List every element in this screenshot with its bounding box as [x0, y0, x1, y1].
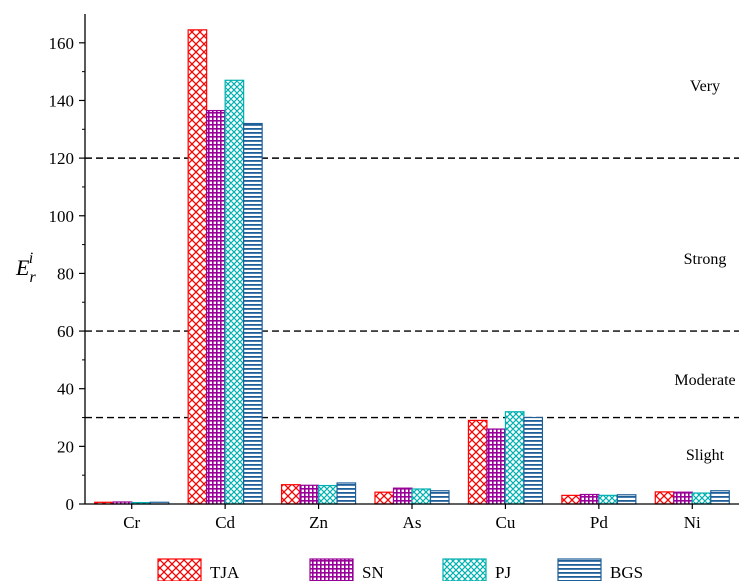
- legend-label-bgs: BGS: [610, 563, 643, 581]
- legend-label-sn: SN: [362, 563, 384, 581]
- bar-sn-pd: [579, 493, 600, 505]
- bar-bgs-cd: [243, 122, 263, 505]
- bar-bgs-ni: [710, 490, 730, 505]
- bar-tja-cu: [467, 419, 488, 505]
- x-tick-label-pd: Pd: [590, 513, 608, 532]
- x-tick-label-cu: Cu: [496, 513, 516, 532]
- y-tick-label: 0: [66, 495, 75, 514]
- y-axis-title-main: E: [15, 255, 30, 280]
- y-axis-title-sup: i: [29, 250, 33, 267]
- bar-tja-ni: [654, 491, 675, 505]
- legend-swatch-pj: [442, 558, 487, 581]
- y-axis-title-sub: r: [29, 269, 36, 286]
- bar-pj-cu: [504, 411, 525, 505]
- y-tick-label: 160: [49, 34, 75, 53]
- x-tick-label-cr: Cr: [123, 513, 140, 532]
- y-tick-label: 60: [57, 322, 74, 341]
- bar-sn-cu: [486, 428, 507, 505]
- bar-sn-cd: [206, 109, 226, 505]
- bar-pj-zn: [317, 484, 338, 505]
- axes: [84, 14, 739, 505]
- y-tick-label: 40: [57, 380, 74, 399]
- bar-bgs-zn: [336, 482, 357, 505]
- x-tick-label-cd: Cd: [215, 513, 235, 532]
- y-tick-label: 20: [57, 437, 74, 456]
- y-axis-title: Eri: [15, 250, 36, 286]
- threshold-lines: [85, 157, 739, 419]
- legend: TJA SN PJ BGS: [157, 558, 643, 581]
- x-tick-label-ni: Ni: [684, 513, 701, 532]
- bar-tja-pd: [561, 494, 581, 505]
- bar-pj-cd: [224, 79, 245, 505]
- zone-label-moderate: Moderate: [674, 372, 735, 389]
- bar-pj-as: [411, 488, 432, 505]
- bar-pj-ni: [691, 492, 712, 505]
- bar-bgs-pd: [616, 494, 637, 505]
- y-tick-label: 80: [57, 264, 74, 283]
- legend-label-tja: TJA: [210, 563, 240, 581]
- bar-bgs-cu: [523, 416, 544, 505]
- zone-label-slight: Slight: [686, 447, 725, 464]
- y-tick-label: 120: [49, 149, 75, 168]
- bar-pj-pd: [598, 494, 618, 505]
- bar-tja-zn: [280, 484, 301, 505]
- bar-bgs-as: [429, 490, 450, 505]
- bar-tja-cd: [187, 29, 208, 505]
- zone-label-very: Very: [690, 78, 720, 95]
- legend-swatch-bgs: [557, 558, 602, 581]
- legend-swatch-sn: [309, 558, 354, 581]
- zone-labels: Very Strong Moderate Slight: [674, 78, 735, 464]
- x-ticks: Cr Cd Zn As Cu Pd Ni: [123, 504, 701, 532]
- x-tick-label-zn: Zn: [309, 513, 328, 532]
- legend-swatch-tja: [157, 558, 202, 581]
- y-tick-label: 140: [49, 91, 75, 110]
- y-ticks: 0 20 40 60 80 100 120 140 160: [49, 34, 85, 514]
- x-tick-label-as: As: [403, 513, 422, 532]
- bar-tja-as: [374, 491, 395, 505]
- bar-sn-zn: [299, 484, 320, 505]
- y-tick-label: 100: [49, 207, 75, 226]
- bar-sn-ni: [673, 491, 693, 505]
- legend-label-pj: PJ: [495, 563, 511, 581]
- zone-label-strong: Strong: [684, 251, 727, 268]
- bar-layer: [94, 29, 730, 505]
- bar-sn-as: [392, 487, 413, 505]
